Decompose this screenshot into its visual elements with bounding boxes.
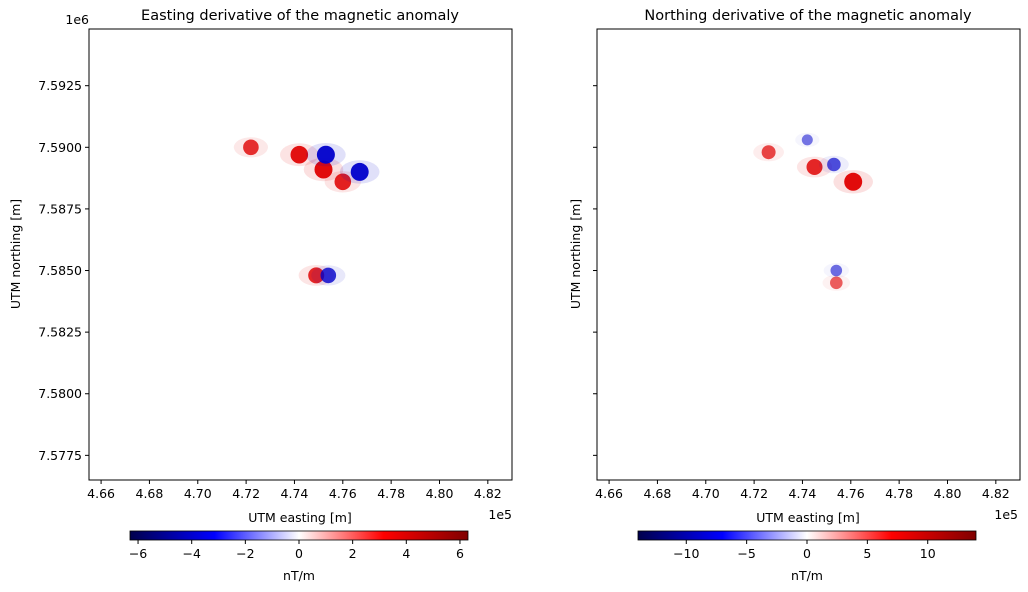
positive-halo-3 (324, 171, 361, 193)
x-tick-label: 4.76 (329, 486, 357, 501)
x-tick-label: 4.76 (837, 486, 865, 501)
y-axis-ticks (593, 85, 597, 456)
colorbar-tick-label: 6 (456, 546, 464, 561)
x-tick-label: 4.72 (740, 486, 768, 501)
positive-anomaly-0 (761, 145, 776, 160)
positive-anomaly-6 (308, 267, 325, 284)
plot-frame (596, 28, 1021, 481)
chart-title: Easting derivative of the magnetic anoma… (141, 8, 459, 24)
colorbar-tick-label: −2 (236, 546, 254, 561)
positive-halo-0 (753, 143, 784, 162)
positive-halo-2 (833, 170, 873, 194)
negative-halo-7 (311, 265, 346, 286)
positive-anomaly-1 (290, 145, 309, 164)
colorbar-ticks: −6 −4 −2 0 2 4 6 (129, 540, 464, 561)
x-tick-label: 4.82 (982, 486, 1010, 501)
positive-anomaly-5 (830, 276, 843, 290)
positive-anomaly-2 (844, 172, 863, 191)
y-tick-label: 7.5900 (38, 140, 82, 155)
colorbar-tick-label: 5 (863, 546, 871, 561)
negative-halo-4 (795, 132, 820, 148)
x-tick-label: 4.82 (474, 486, 502, 501)
x-offset-label: 1e5 (994, 507, 1018, 522)
negative-halo-6 (823, 263, 849, 278)
x-tick-label: 4.70 (692, 486, 720, 501)
y-tick-label: 7.5825 (38, 325, 82, 340)
x-tick-label: 4.68 (644, 486, 672, 501)
negative-anomaly-7 (320, 267, 337, 284)
colorbar (129, 530, 469, 541)
colorbar-tick-label: −5 (737, 546, 755, 561)
positive-anomaly-1 (806, 159, 823, 175)
positive-halo-1 (796, 156, 833, 178)
x-tick-label: 4.78 (885, 486, 913, 501)
negative-anomaly-3 (827, 157, 841, 172)
x-axis-label: UTM easting [m] (248, 510, 352, 525)
heatmap-field (233, 137, 380, 286)
y-axis-label: UTM northing [m] (8, 199, 23, 309)
negative-anomaly-4 (801, 134, 813, 146)
y-axis-label: UTM northing [m] (568, 199, 583, 309)
negative-halo-3 (819, 155, 849, 174)
negative-anomaly-5 (350, 162, 369, 181)
x-tick-label: 4.66 (87, 486, 115, 501)
colorbar-label: nT/m (791, 568, 823, 583)
heatmap-field (753, 132, 873, 291)
x-axis-ticks: 4.66 4.68 4.70 4.72 4.74 4.76 4.78 4.80 4.82 (87, 480, 502, 501)
colorbar-ticks: −10 −5 0 5 10 (673, 540, 936, 561)
chart-title: Northing derivative of the magnetic anom… (644, 8, 972, 24)
negative-anomaly-6 (830, 264, 843, 277)
positive-halo-1 (280, 143, 319, 167)
x-offset-label: 1e5 (488, 507, 512, 522)
colorbar-tick-label: 10 (920, 546, 936, 561)
y-axis-ticks: 7.5775 7.5800 7.5825 7.5850 7.5875 7.5900 7.59… (38, 78, 89, 463)
negative-halo-4 (306, 143, 346, 167)
positive-anomaly-3 (334, 173, 352, 191)
colorbar (637, 530, 977, 541)
x-tick-label: 4.74 (281, 486, 309, 501)
colorbar-tick-label: 0 (295, 546, 303, 561)
positive-halo-5 (822, 274, 851, 291)
x-tick-label: 4.80 (426, 486, 454, 501)
y-tick-label: 7.5875 (38, 201, 82, 216)
panel-northing-derivative: Northing derivative of the magnetic anom… (568, 8, 1021, 583)
plot-frame (88, 28, 513, 481)
colorbar-tick-label: −4 (182, 546, 200, 561)
negative-halo-5 (339, 160, 380, 184)
colorbar-label: nT/m (283, 568, 315, 583)
y-tick-label: 7.5775 (38, 448, 82, 463)
colorbar-tick-label: 2 (349, 546, 357, 561)
x-axis-ticks: 4.66 4.68 4.70 4.72 4.74 4.76 4.78 4.80 4.82 (595, 480, 1010, 501)
x-tick-label: 4.74 (789, 486, 817, 501)
colorbar-tick-label: −6 (129, 546, 147, 561)
x-tick-label: 4.78 (377, 486, 405, 501)
y-offset-label: 1e6 (65, 12, 89, 27)
x-tick-label: 4.66 (595, 486, 623, 501)
positive-anomaly-2 (314, 160, 333, 179)
positive-anomaly-0 (243, 139, 259, 156)
positive-halo-2 (303, 157, 344, 182)
x-tick-label: 4.68 (136, 486, 164, 501)
colorbar-tick-label: 0 (803, 546, 811, 561)
y-tick-label: 7.5925 (38, 78, 82, 93)
y-tick-label: 7.5850 (38, 263, 82, 278)
colorbar-tick-label: −10 (673, 546, 699, 561)
negative-anomaly-4 (316, 145, 335, 164)
x-tick-label: 4.70 (184, 486, 212, 501)
x-tick-label: 4.80 (934, 486, 962, 501)
panel-easting-derivative: Easting derivative of the magnetic anoma… (8, 8, 513, 583)
colorbar-tick-label: 4 (402, 546, 410, 561)
y-tick-label: 7.5800 (38, 386, 82, 401)
x-tick-label: 4.72 (232, 486, 260, 501)
x-axis-label: UTM easting [m] (756, 510, 860, 525)
positive-halo-0 (233, 137, 268, 158)
